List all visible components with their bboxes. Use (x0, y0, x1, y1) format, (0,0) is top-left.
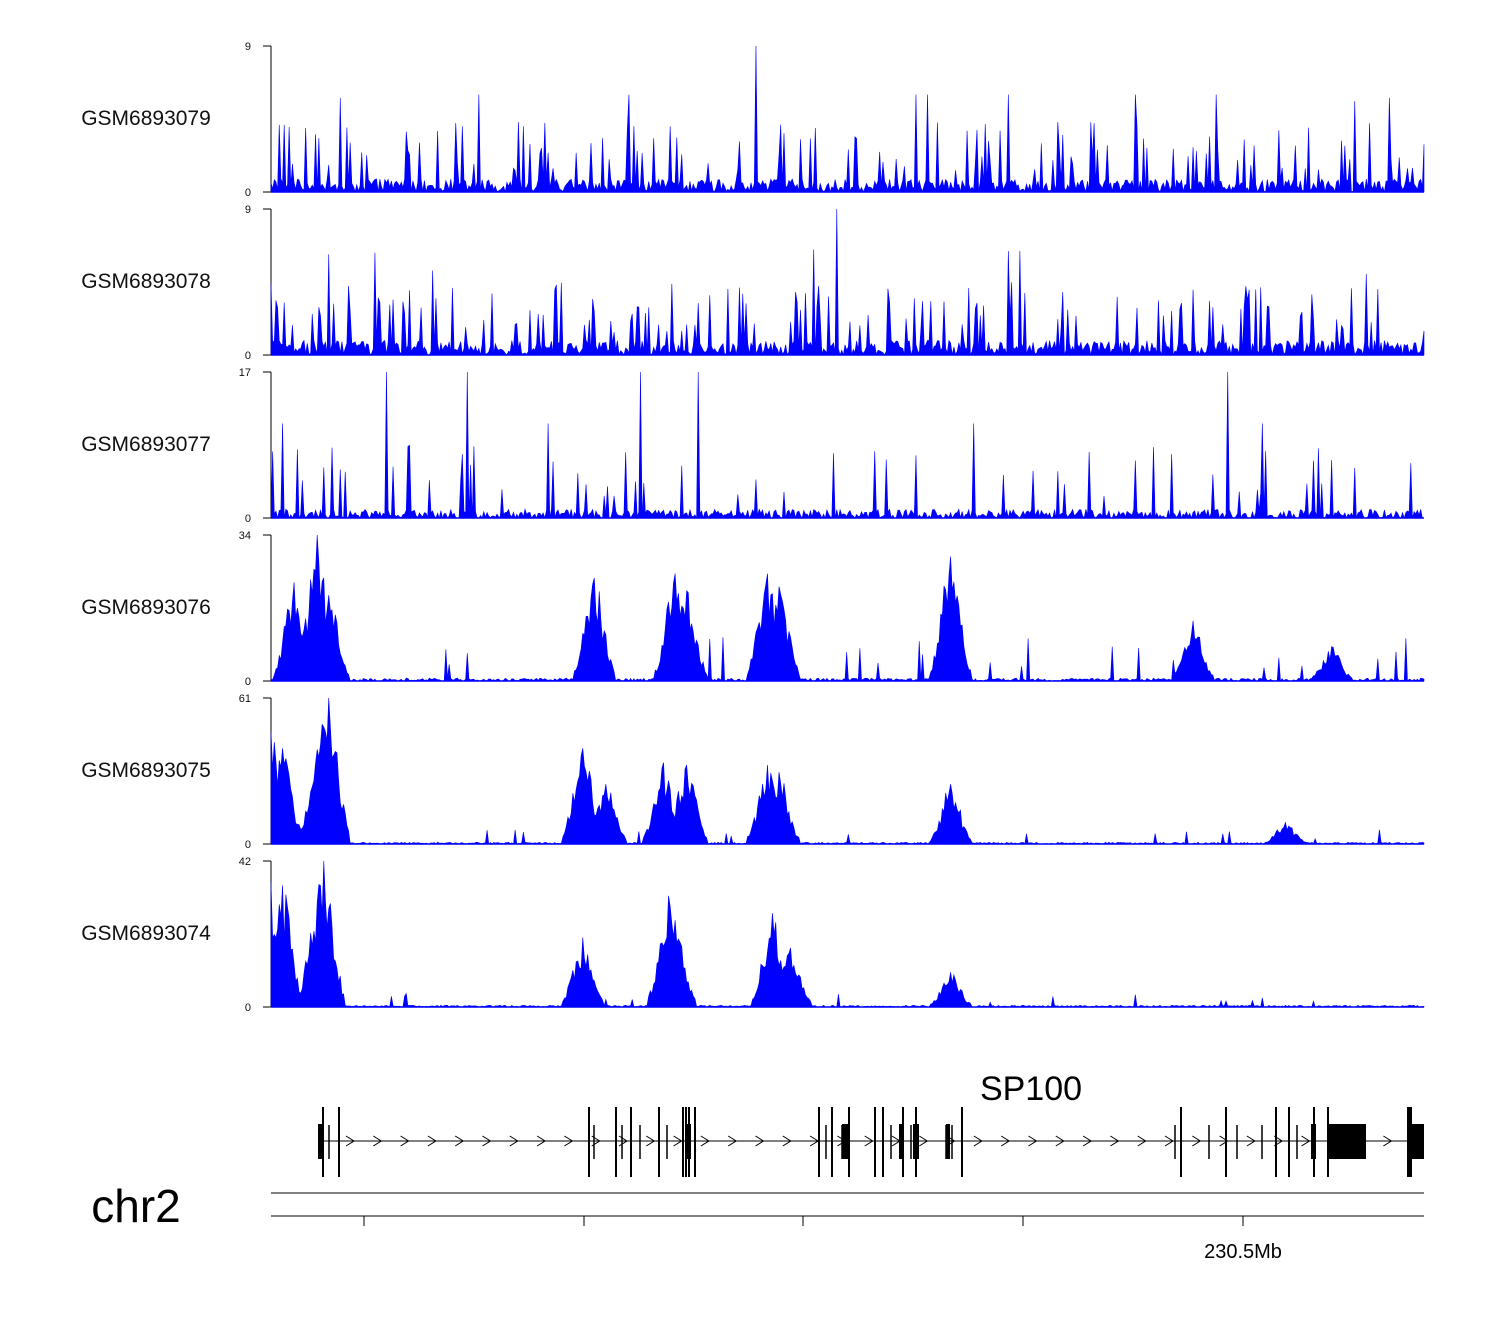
strand-arrow (1028, 1135, 1038, 1147)
track-GSM6893077: GSM6893077 17 0 (81, 367, 1424, 525)
strand-arrow (1055, 1135, 1065, 1147)
strand-arrow (427, 1135, 437, 1147)
exon-block (1415, 1124, 1424, 1159)
gene-model-sp100: SP100 (318, 1070, 1424, 1177)
chromosome-label: chr2 (91, 1180, 180, 1232)
strand-arrow (1110, 1135, 1120, 1147)
y-max-label: 34 (239, 530, 251, 542)
y-min-label: 0 (245, 839, 251, 851)
strand-arrow (864, 1135, 874, 1147)
track-label: GSM6893077 (81, 433, 211, 456)
gene-label: SP100 (980, 1070, 1082, 1108)
coverage-area (270, 371, 1424, 520)
track-label: GSM6893078 (81, 270, 211, 293)
axis-position-label: 230.5Mb (1204, 1241, 1282, 1263)
track-GSM6893075: GSM6893075 61 0 (81, 693, 1425, 851)
track-label: GSM6893074 (81, 922, 211, 945)
coverage-area (270, 45, 1425, 193)
strand-arrow (1219, 1135, 1229, 1147)
exon-block (1329, 1124, 1366, 1159)
exon-block (1407, 1107, 1412, 1177)
strand-arrow (536, 1135, 547, 1147)
track-label: GSM6893076 (81, 596, 211, 619)
strand-arrows (345, 1135, 1420, 1147)
track-label: GSM6893079 (81, 107, 211, 130)
strand-arrow (564, 1135, 574, 1147)
strand-arrow (700, 1135, 710, 1147)
y-max-label: 42 (239, 856, 251, 868)
strand-arrow (482, 1135, 492, 1147)
y-min-label: 0 (245, 676, 251, 688)
y-min-label: 0 (245, 350, 251, 362)
strand-arrow (1164, 1135, 1174, 1147)
coverage-area (270, 860, 1425, 1008)
strand-arrow (373, 1135, 383, 1147)
exon-block (685, 1124, 691, 1159)
strand-arrow (1000, 1135, 1011, 1147)
strand-arrow (1192, 1135, 1202, 1147)
coverage-area (270, 697, 1425, 845)
strand-arrow (1383, 1135, 1393, 1147)
y-max-label: 61 (239, 693, 251, 705)
strand-arrow (755, 1135, 765, 1147)
strand-arrow (1082, 1135, 1093, 1147)
y-max-label: 17 (239, 367, 251, 379)
strand-arrow (1246, 1135, 1256, 1147)
track-label: GSM6893075 (81, 759, 211, 782)
strand-arrow (919, 1135, 929, 1147)
y-max-label: 9 (245, 204, 251, 216)
strand-arrow (1137, 1135, 1147, 1147)
exon-block (842, 1124, 849, 1159)
exon-block (1311, 1124, 1316, 1159)
strand-arrow (454, 1135, 465, 1147)
coverage-area (270, 208, 1425, 356)
genomic-axis: chr2 230.5Mb (91, 1180, 1424, 1263)
y-max-label: 9 (245, 41, 251, 53)
strand-arrow (782, 1135, 792, 1147)
strand-arrow (973, 1135, 983, 1147)
exon-block (913, 1124, 919, 1159)
track-GSM6893079: GSM6893079 9 0 (81, 41, 1425, 199)
track-GSM6893076: GSM6893076 34 0 (81, 530, 1425, 688)
strand-arrow (345, 1135, 355, 1147)
strand-arrow (727, 1135, 738, 1147)
track-GSM6893078: GSM6893078 9 0 (81, 204, 1425, 362)
strand-arrow (673, 1135, 683, 1147)
strand-arrow (509, 1135, 519, 1147)
y-min-label: 0 (245, 187, 251, 199)
track-GSM6893074: GSM6893074 42 0 (81, 856, 1425, 1014)
exon-block (318, 1124, 323, 1159)
y-min-label: 0 (245, 1002, 251, 1014)
coverage-tracks: GSM689307990GSM689307890GSM6893077170GSM… (81, 41, 1425, 1014)
y-min-label: 0 (245, 513, 251, 525)
coverage-area (270, 534, 1425, 682)
exon-block (946, 1124, 950, 1159)
exon-block (899, 1124, 904, 1159)
strand-arrow (646, 1135, 656, 1147)
strand-arrow (400, 1135, 410, 1147)
strand-arrow (1301, 1135, 1311, 1147)
